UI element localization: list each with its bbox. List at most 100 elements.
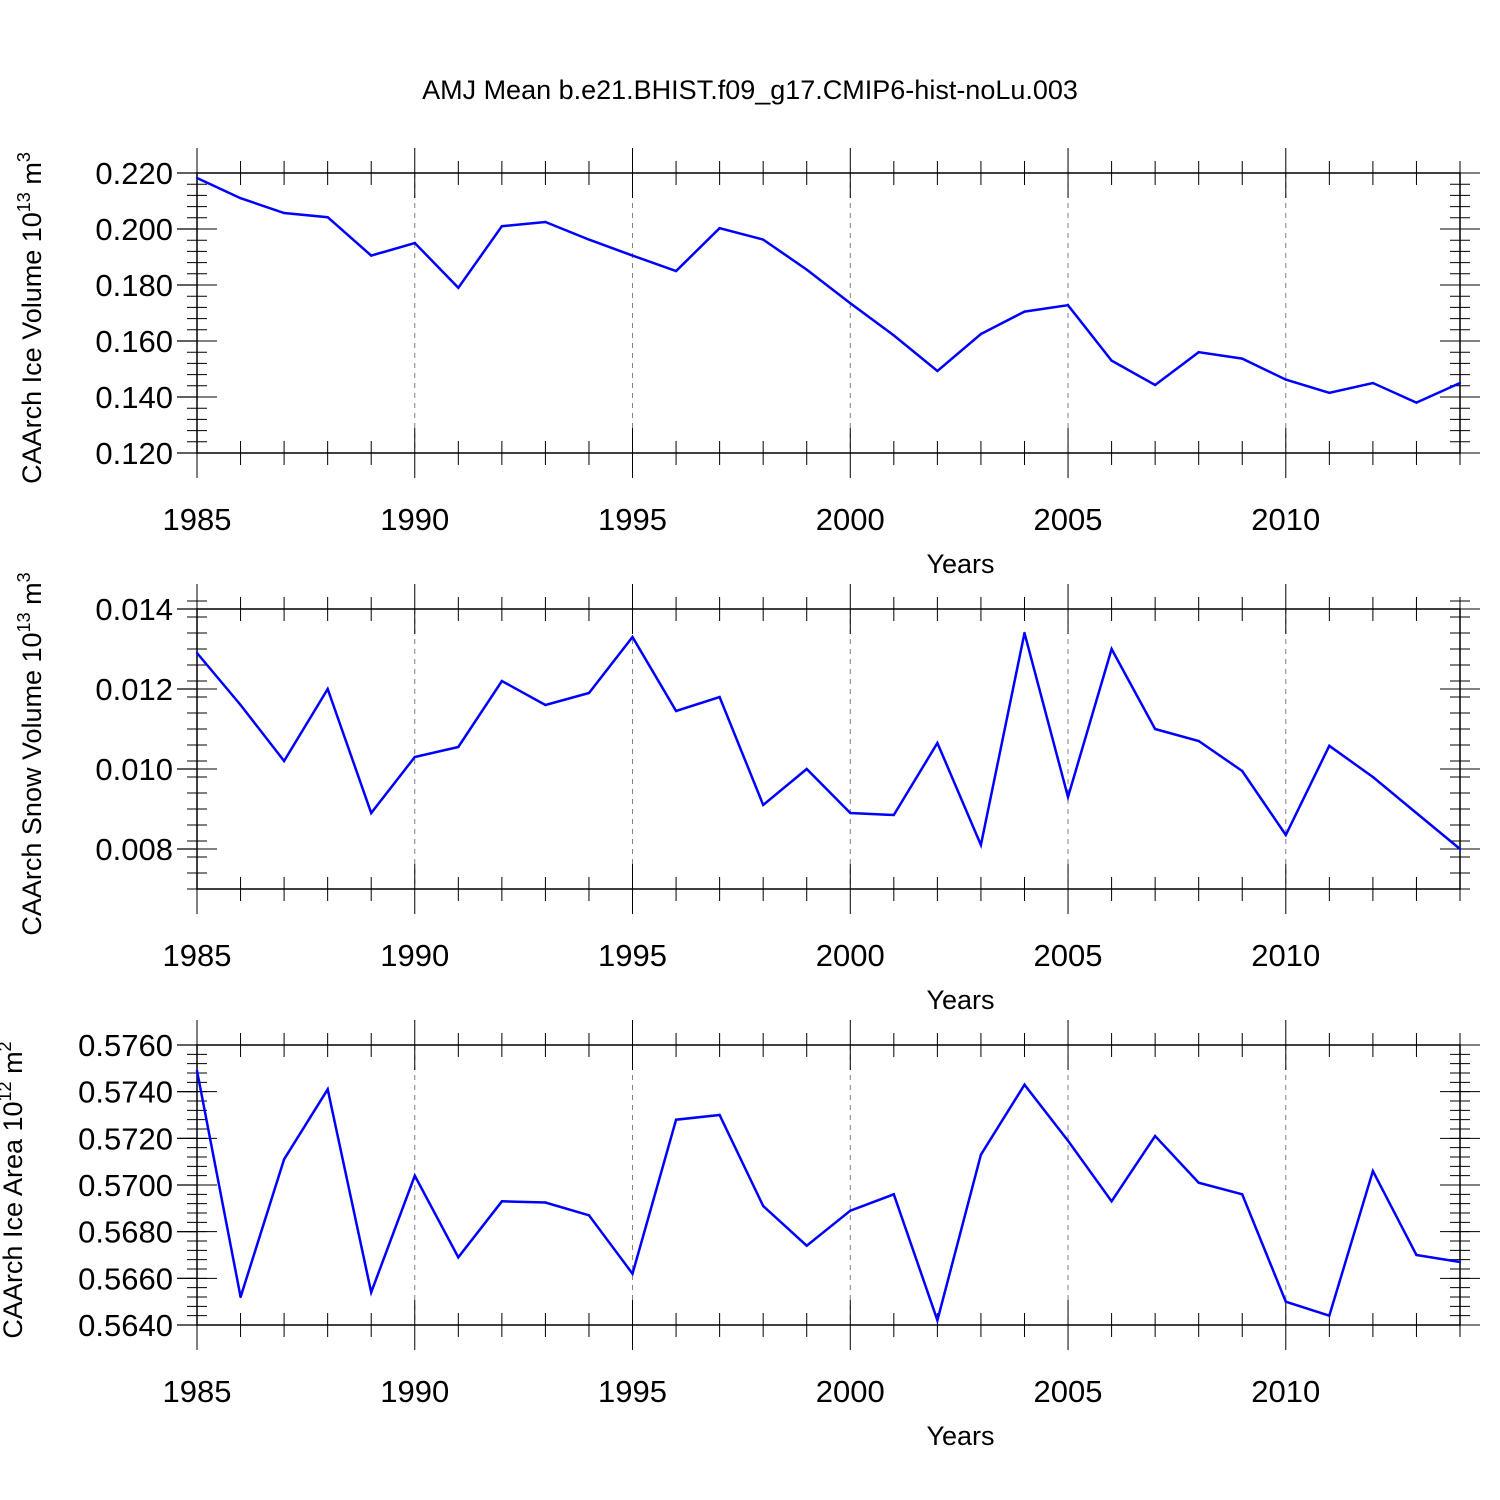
data-point xyxy=(195,176,199,180)
data-point xyxy=(370,811,373,815)
data-point xyxy=(849,811,852,815)
y-tick-label: 0.5700 xyxy=(78,1168,173,1203)
y-tick-label: 0.5720 xyxy=(78,1121,173,1156)
data-point xyxy=(457,745,460,749)
y-axis-label: CAArch Ice Volume 1013 m3 xyxy=(14,152,47,484)
data-point xyxy=(1023,1083,1026,1086)
y-axis-label: CAArch Ice Area 1012 m2 xyxy=(0,1041,28,1338)
y-tick-label: 0.120 xyxy=(95,436,173,471)
data-point xyxy=(544,1201,547,1204)
x-tick-label: 2010 xyxy=(1251,1374,1320,1409)
data-point xyxy=(849,302,852,305)
data-point xyxy=(892,334,896,337)
data-point xyxy=(1023,310,1026,313)
data-point xyxy=(1284,378,1287,381)
data-point xyxy=(239,197,242,200)
data-point xyxy=(718,226,721,230)
data-point xyxy=(631,1272,634,1275)
series-line xyxy=(196,632,1461,850)
data-point xyxy=(326,687,329,691)
y-tick-label: 0.160 xyxy=(95,324,173,359)
y-tick-label: 0.010 xyxy=(95,752,173,787)
x-tick-label: 2005 xyxy=(1034,502,1103,537)
data-point xyxy=(282,211,286,215)
y-tick-label: 0.200 xyxy=(95,212,173,247)
data-point xyxy=(544,220,547,224)
y-tick-label: 0.180 xyxy=(95,268,173,303)
data-point xyxy=(370,254,373,257)
chart-panel-3: 0.5640 0.5660 0.5680 0.5700 0.5720 0.5740 0.57… xyxy=(0,1020,1480,1451)
plot-frame xyxy=(196,172,1461,454)
data-point xyxy=(195,651,199,655)
y-tick-label: 0.012 xyxy=(95,672,173,707)
data-point xyxy=(500,225,504,228)
data-point xyxy=(1153,383,1157,387)
data-point xyxy=(674,269,678,273)
chart-title: AMJ Mean b.e21.BHIST.f09_g17.CMIP6-hist-… xyxy=(422,75,1078,105)
data-point xyxy=(282,759,286,763)
y-axis-label: CAArch Snow Volume 1013 m3 xyxy=(14,572,47,935)
data-point xyxy=(631,635,634,639)
x-tick-label: 2010 xyxy=(1251,938,1320,973)
data-point xyxy=(326,1088,329,1091)
data-point xyxy=(1110,1200,1113,1203)
data-point xyxy=(1066,303,1070,307)
plot-frame xyxy=(196,1044,1461,1326)
y-tick-label: 0.008 xyxy=(95,832,173,867)
data-point xyxy=(1458,847,1462,851)
data-point xyxy=(1371,775,1375,779)
data-point xyxy=(979,1153,983,1156)
data-point xyxy=(1066,795,1070,799)
data-point xyxy=(979,843,983,847)
data-point xyxy=(1153,1134,1157,1138)
x-tick-label: 1995 xyxy=(598,502,667,537)
chart-panel-2: 0.008 0.010 0.012 0.014 1985 1990 1995 2000 2005… xyxy=(14,572,1480,1015)
data-point xyxy=(631,254,634,257)
data-point xyxy=(1328,391,1331,394)
data-point xyxy=(1110,359,1113,362)
data-point xyxy=(195,1069,199,1072)
data-point xyxy=(805,767,808,771)
data-point xyxy=(370,1291,373,1294)
data-point xyxy=(1415,1253,1418,1257)
y-tick-label: 0.5740 xyxy=(78,1075,173,1110)
data-point xyxy=(936,369,939,373)
data-point xyxy=(413,755,416,759)
x-tick-label: 1990 xyxy=(380,502,449,537)
data-point xyxy=(239,1295,242,1299)
data-point xyxy=(239,703,242,707)
data-point xyxy=(892,813,896,817)
data-point xyxy=(1066,1139,1070,1142)
data-point xyxy=(761,803,765,807)
data-point xyxy=(587,1214,591,1217)
data-point xyxy=(544,703,547,707)
y-tick-label: 0.140 xyxy=(95,380,173,415)
x-tick-label: 1985 xyxy=(163,1374,232,1409)
data-point xyxy=(1241,769,1244,773)
data-point xyxy=(413,1174,416,1177)
data-point xyxy=(1458,1260,1462,1264)
data-point xyxy=(1371,1169,1375,1173)
series-line xyxy=(196,176,1461,404)
data-point xyxy=(1241,357,1244,360)
data-point xyxy=(457,1256,460,1259)
data-point xyxy=(805,1244,808,1247)
data-point xyxy=(1241,1193,1244,1196)
data-point xyxy=(761,238,765,241)
x-tick-label: 2010 xyxy=(1251,502,1320,537)
plot-frame xyxy=(196,608,1461,890)
x-tick-label: 2005 xyxy=(1034,1374,1103,1409)
data-point xyxy=(849,1209,852,1212)
x-tick-label: 1990 xyxy=(380,1374,449,1409)
data-point xyxy=(282,1158,286,1161)
y-tick-label: 0.220 xyxy=(95,156,173,191)
x-tick-label: 1995 xyxy=(598,938,667,973)
data-point xyxy=(1284,1300,1287,1303)
data-point xyxy=(674,1118,678,1121)
series-line xyxy=(195,1070,1461,1325)
y-tick-label: 0.5640 xyxy=(78,1308,173,1343)
data-point xyxy=(1415,401,1418,404)
data-point xyxy=(1197,351,1200,354)
data-point xyxy=(1197,739,1200,743)
data-point xyxy=(1110,647,1113,651)
